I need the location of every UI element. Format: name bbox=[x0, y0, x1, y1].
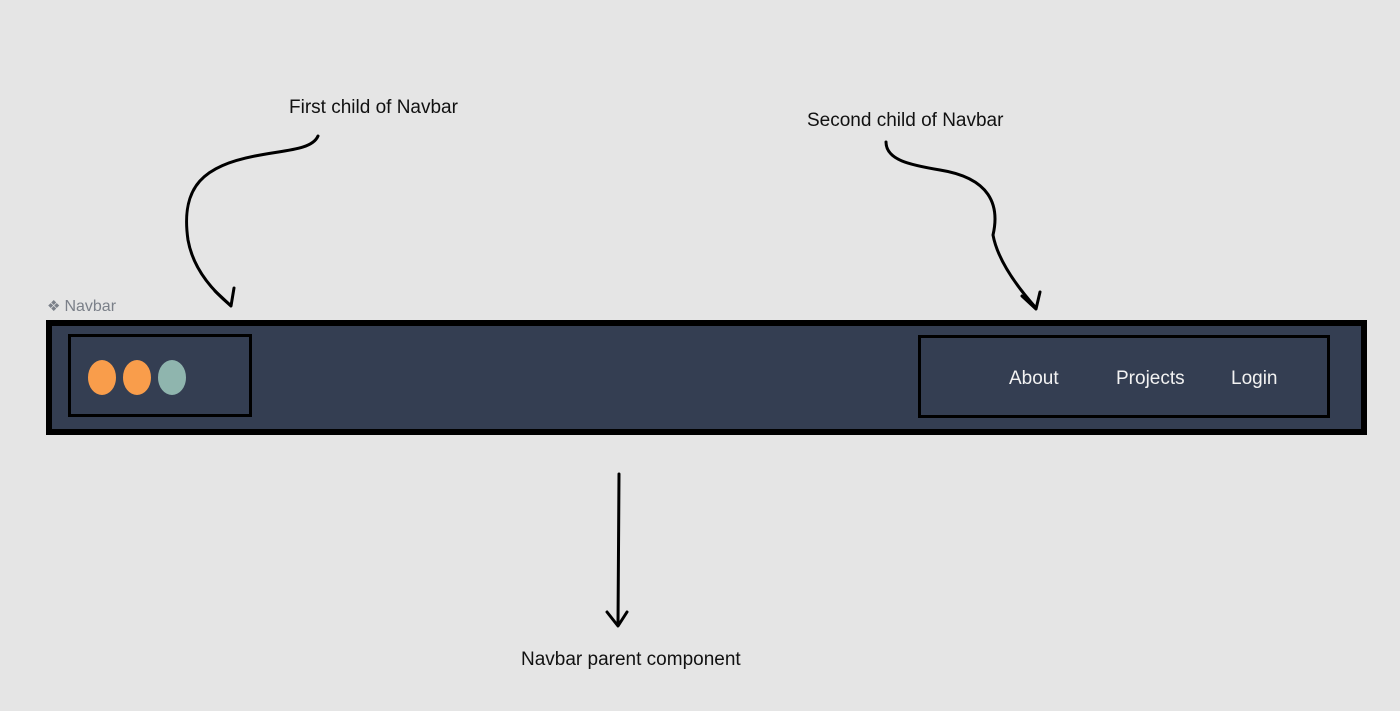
nav-link-login[interactable]: Login bbox=[1231, 368, 1278, 389]
annotation-second-child: Second child of Navbar bbox=[807, 110, 1004, 131]
arrow-to-first-child-head bbox=[213, 286, 236, 308]
nav-link-about[interactable]: About bbox=[1009, 368, 1059, 389]
component-name: Navbar bbox=[64, 298, 117, 315]
annotation-parent-component: Navbar parent component bbox=[521, 649, 741, 670]
arrow-to-second-child-head bbox=[1020, 290, 1042, 311]
nav-link-projects[interactable]: Projects bbox=[1116, 368, 1185, 389]
arrow-to-second-child bbox=[884, 140, 1038, 310]
logo-dot-orange-2 bbox=[123, 360, 151, 395]
arrow-to-parent-head bbox=[605, 610, 629, 628]
arrow-to-first-child bbox=[185, 134, 320, 307]
navbar: About Projects Login bbox=[46, 320, 1367, 435]
logo-dot-teal bbox=[158, 360, 186, 395]
component-label: ❖ Navbar bbox=[47, 297, 116, 316]
arrow-to-parent bbox=[616, 472, 621, 627]
navbar-first-child bbox=[68, 334, 252, 417]
component-icon: ❖ bbox=[47, 298, 61, 315]
navbar-second-child: About Projects Login bbox=[918, 335, 1330, 418]
annotation-first-child: First child of Navbar bbox=[289, 97, 458, 118]
logo-dot-orange-1 bbox=[88, 360, 116, 395]
